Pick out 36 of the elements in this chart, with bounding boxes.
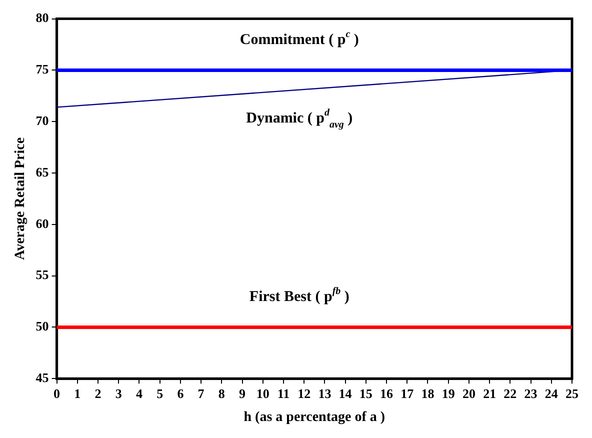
y-tick-label: 55	[36, 267, 50, 282]
y-axis-title: Average Retail Price	[13, 137, 28, 260]
x-tick-label: 11	[277, 386, 290, 401]
x-tick-label: 17	[400, 386, 414, 401]
x-tick-label: 13	[318, 386, 332, 401]
x-tick-label: 4	[136, 386, 143, 401]
x-tick-label: 18	[421, 386, 435, 401]
x-axis-title: h (as a percentage of a )	[244, 410, 386, 426]
y-tick-label: 70	[36, 112, 49, 128]
x-tick-label: 7	[198, 386, 205, 401]
y-tick-label: 65	[36, 164, 50, 180]
x-tick-label: 0	[54, 386, 60, 401]
x-tick-label: 9	[239, 386, 246, 401]
y-tick-label: 75	[36, 62, 50, 77]
x-tick-label: 2	[94, 386, 102, 401]
x-tick-label: 8	[218, 386, 226, 401]
y-tick-label: 60	[36, 216, 49, 231]
x-tick-label: 22	[504, 386, 517, 401]
x-tick-label: 21	[483, 386, 496, 401]
x-tick-label: 14	[338, 386, 352, 401]
y-tick-label: 45	[36, 370, 50, 385]
x-tick-label: 15	[359, 386, 373, 401]
x-tick-label: 6	[177, 386, 184, 401]
x-tick-label: 1	[74, 386, 81, 401]
x-tick-label: 20	[462, 386, 476, 401]
x-tick-label: 24	[544, 386, 558, 401]
x-tick-label: 10	[256, 386, 270, 401]
x-tick-label: 19	[442, 386, 456, 401]
x-tick-label: 25	[566, 386, 579, 401]
x-tick-label: 23	[524, 386, 538, 401]
x-tick-label: 16	[380, 386, 394, 401]
x-tick-label: 3	[115, 386, 122, 401]
y-tick-label: 50	[36, 318, 49, 334]
x-tick-label: 12	[298, 386, 311, 401]
y-tick-label: 80	[36, 10, 49, 26]
x-tick-label: 5	[156, 386, 164, 401]
